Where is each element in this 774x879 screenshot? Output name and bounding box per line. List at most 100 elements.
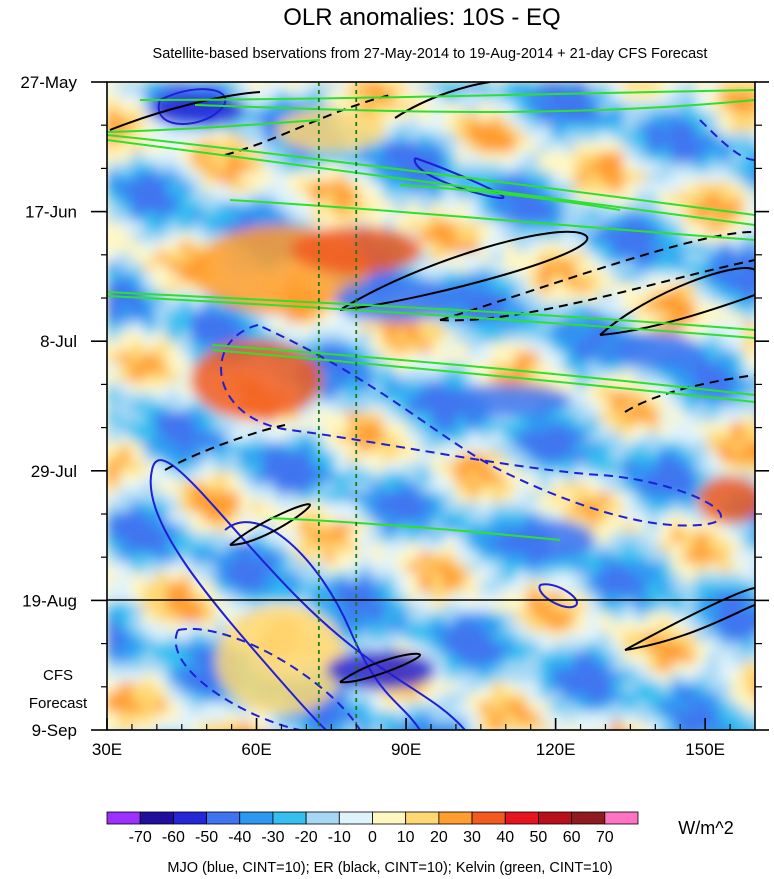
shade-cell bbox=[119, 512, 132, 523]
shade-cell bbox=[443, 312, 456, 323]
shade-cell bbox=[359, 712, 372, 723]
shade-cell bbox=[503, 92, 516, 103]
shade-cell bbox=[731, 212, 744, 223]
shade-cell bbox=[755, 222, 768, 233]
shade-cell bbox=[203, 512, 216, 523]
shade-cell bbox=[275, 532, 288, 543]
shade-cell bbox=[659, 652, 672, 663]
shade-cell bbox=[623, 92, 636, 103]
shade-cell bbox=[647, 402, 660, 413]
shade-cell bbox=[671, 172, 684, 183]
shade-cell bbox=[551, 382, 564, 393]
shade-cell bbox=[167, 472, 180, 483]
shade-cell bbox=[455, 712, 468, 723]
shade-cell bbox=[515, 362, 528, 373]
shade-cell bbox=[311, 392, 324, 403]
shade-cell bbox=[611, 122, 624, 133]
shade-cell bbox=[719, 452, 732, 463]
shade-cell bbox=[155, 572, 168, 583]
shade-cell bbox=[587, 202, 600, 213]
shade-cell bbox=[503, 552, 516, 563]
shade-cell bbox=[215, 612, 228, 623]
shade-cell bbox=[563, 172, 576, 183]
shade-cell bbox=[347, 412, 360, 423]
shade-cell bbox=[347, 492, 360, 503]
shade-cell bbox=[131, 112, 144, 123]
shade-cell bbox=[203, 602, 216, 613]
shade-cell bbox=[407, 432, 420, 443]
shade-cell bbox=[479, 452, 492, 463]
shade-cell bbox=[347, 102, 360, 113]
shade-cell bbox=[383, 562, 396, 573]
shade-cell bbox=[119, 572, 132, 583]
shade-cell bbox=[755, 342, 768, 353]
shade-cell bbox=[623, 162, 636, 173]
shade-cell bbox=[479, 652, 492, 663]
shade-cell bbox=[371, 542, 384, 553]
shade-cell bbox=[551, 652, 564, 663]
shade-cell bbox=[731, 612, 744, 623]
shade-cell bbox=[755, 182, 768, 193]
shade-cell bbox=[419, 582, 432, 593]
shade-cell bbox=[371, 462, 384, 473]
shade-cell bbox=[155, 162, 168, 173]
shade-cell bbox=[371, 192, 384, 203]
shade-cell bbox=[467, 292, 480, 303]
shade-cell bbox=[383, 112, 396, 123]
shade-cell bbox=[731, 622, 744, 633]
shade-cell bbox=[131, 692, 144, 703]
shade-cell bbox=[167, 562, 180, 573]
shade-cell bbox=[431, 242, 444, 253]
colorbar-swatch bbox=[206, 811, 241, 825]
shade-cell bbox=[575, 252, 588, 263]
shade-cell bbox=[335, 412, 348, 423]
shade-cell bbox=[191, 352, 204, 363]
shade-cell bbox=[323, 532, 336, 543]
shade-cell bbox=[587, 392, 600, 403]
shade-cell bbox=[623, 462, 636, 473]
shade-cell bbox=[239, 322, 252, 333]
shade-cell bbox=[515, 702, 528, 713]
shade-cell bbox=[683, 282, 696, 293]
shade-cell bbox=[563, 502, 576, 513]
shade-cell bbox=[419, 212, 432, 223]
shade-cell bbox=[191, 232, 204, 243]
shade-cell bbox=[515, 512, 528, 523]
shade-cell bbox=[587, 382, 600, 393]
shade-cell bbox=[443, 722, 456, 730]
shade-cell bbox=[323, 362, 336, 373]
shade-cell bbox=[239, 462, 252, 473]
shade-cell bbox=[743, 302, 755, 313]
shade-cell bbox=[395, 202, 408, 213]
shade-cell bbox=[155, 552, 168, 563]
shade-cell bbox=[671, 262, 684, 273]
shade-cell bbox=[203, 182, 216, 193]
shade-cell bbox=[167, 632, 180, 643]
shade-cell bbox=[131, 102, 144, 113]
shade-cell bbox=[635, 612, 648, 623]
shade-cell bbox=[311, 512, 324, 523]
shade-cell bbox=[239, 122, 252, 133]
shade-cell bbox=[455, 662, 468, 673]
shade-cell bbox=[527, 112, 540, 123]
shade-cell bbox=[311, 332, 324, 343]
shade-cell bbox=[359, 322, 372, 333]
shade-cell bbox=[467, 222, 480, 233]
shade-cell bbox=[383, 502, 396, 513]
shade-cell bbox=[515, 122, 528, 133]
shade-cell bbox=[599, 272, 612, 283]
shade-cell bbox=[551, 622, 564, 633]
shade-cell bbox=[587, 412, 600, 423]
shade-cell bbox=[443, 412, 456, 423]
shade-cell bbox=[227, 552, 240, 563]
shade-cell bbox=[203, 712, 216, 723]
shade-cell bbox=[263, 502, 276, 513]
shade-cell bbox=[515, 332, 528, 343]
contour-line bbox=[624, 604, 755, 651]
shade-cell bbox=[527, 172, 540, 183]
shade-cell bbox=[515, 502, 528, 513]
shade-cell bbox=[587, 432, 600, 443]
shade-cell bbox=[551, 92, 564, 103]
shade-cell bbox=[647, 542, 660, 553]
shade-cell bbox=[695, 402, 708, 413]
